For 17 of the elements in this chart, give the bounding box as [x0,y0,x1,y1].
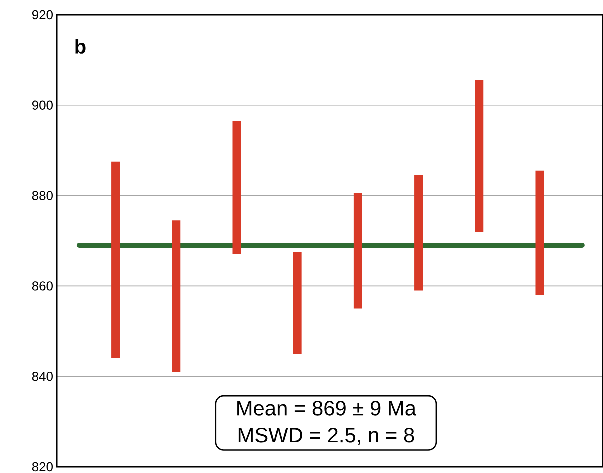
bar [112,162,120,359]
y-tick-label: 920 [32,10,53,20]
y-tick-label: 820 [32,462,53,472]
bar [354,194,362,309]
y-tick-label: 840 [32,372,53,382]
annotation: b [76,39,86,54]
y-tick-label: 900 [32,100,53,110]
y-tick-label: 860 [32,282,53,291]
annotation: Mean = 869 ± 9 Ma [238,401,417,416]
bar [172,220,181,372]
annotation: MSWD = 2.5, n = 8 [238,428,414,446]
bar [475,80,484,232]
bar [414,175,424,291]
bar [293,252,302,354]
bar [536,170,544,296]
bar [232,121,242,255]
y-tick-label: 880 [32,191,53,200]
